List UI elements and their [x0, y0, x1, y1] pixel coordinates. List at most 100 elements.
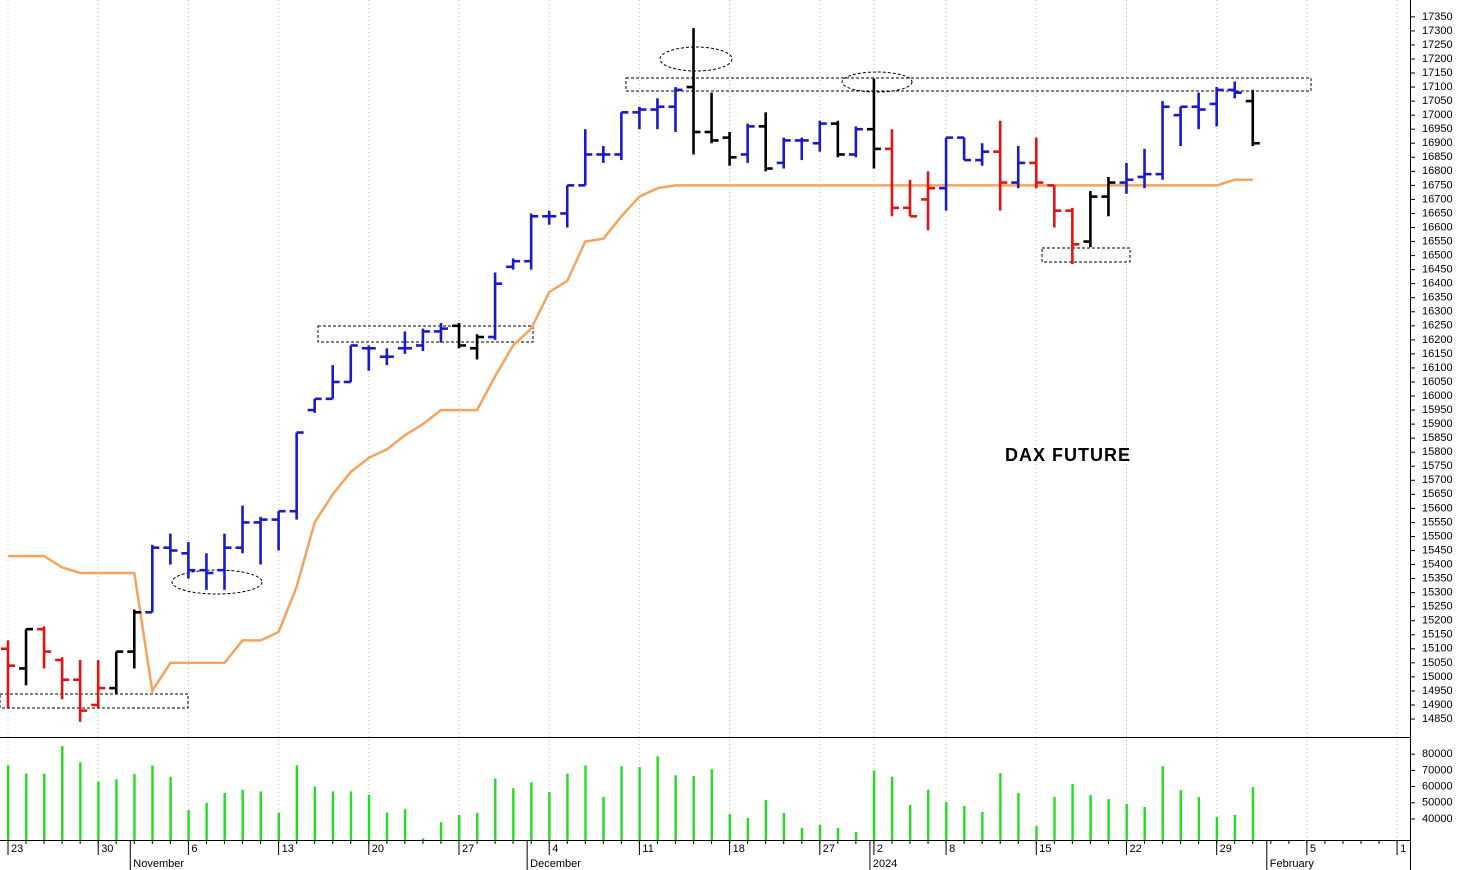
y-tick-label: 16900: [1422, 137, 1453, 149]
volume-bar: [349, 791, 353, 840]
volume-tick-label: 50000: [1422, 797, 1453, 809]
x-tick-label: 5: [1310, 843, 1316, 855]
volume-bar: [999, 773, 1002, 840]
dashed-ellipse: [171, 569, 263, 595]
y-tick-label: 15250: [1422, 601, 1453, 613]
x-tick-label: 11: [642, 843, 653, 855]
y-tick-label: 16050: [1422, 376, 1453, 388]
chart-title: DAX FUTURE: [1005, 445, 1131, 465]
y-tick-label: 16100: [1422, 362, 1453, 374]
volume-bar: [909, 805, 912, 840]
x-tick-label: 4: [552, 843, 558, 855]
y-tick-label: 15650: [1422, 488, 1453, 500]
y-tick-label: 16600: [1422, 221, 1453, 233]
volume-bar: [1035, 825, 1038, 840]
volume-bar: [439, 822, 443, 840]
y-tick-label: 14950: [1422, 685, 1453, 697]
y-tick-label: 15700: [1422, 474, 1453, 486]
volume-bar: [43, 773, 46, 840]
y-tick-label: 14900: [1422, 699, 1453, 711]
y-tick-label: 16550: [1422, 235, 1453, 247]
x-tick-label: 27: [823, 843, 835, 855]
volume-bar: [1143, 806, 1146, 840]
y-tick-label: 17200: [1422, 53, 1453, 65]
dashed-box: [0, 693, 189, 709]
volume-bar: [259, 791, 262, 840]
y-tick-label: 16400: [1422, 278, 1453, 290]
dashed-ellipse: [841, 71, 913, 93]
y-tick-label: 16950: [1422, 123, 1453, 135]
volume-bar: [61, 746, 64, 840]
volume-bar: [1233, 814, 1237, 840]
month-label: November: [133, 858, 184, 870]
volume-tick-label: 40000: [1422, 813, 1453, 825]
volume-bar: [1197, 797, 1201, 840]
y-tick-label: 16650: [1422, 207, 1453, 219]
volume-bar: [1251, 787, 1255, 840]
y-tick-label: 15050: [1422, 657, 1453, 669]
x-tick-label: 23: [11, 843, 23, 855]
y-tick-label: 15950: [1422, 404, 1453, 416]
volume-bar: [241, 789, 244, 840]
y-tick-label: 15500: [1422, 530, 1453, 542]
y-tick-label: 15550: [1422, 516, 1453, 528]
y-tick-label: 17150: [1422, 67, 1453, 79]
y-tick-label: 17300: [1422, 25, 1453, 37]
volume-bar: [1053, 797, 1056, 840]
x-tick-label: 13: [282, 843, 294, 855]
volume-bar: [620, 766, 623, 840]
y-tick-label: 16800: [1422, 165, 1453, 177]
volume-bar: [638, 767, 641, 840]
y-tick-label: 15300: [1422, 587, 1453, 599]
volume-bar: [1089, 794, 1092, 840]
y-tick-label: 16500: [1422, 249, 1453, 261]
volume-bar: [331, 791, 335, 840]
volume-bar: [458, 814, 461, 840]
x-tick-label: 8: [949, 843, 955, 855]
volume-bar: [1017, 793, 1020, 840]
y-tick-label: 16850: [1422, 151, 1453, 163]
volume-bar: [205, 802, 208, 840]
x-tick-label: 27: [462, 843, 474, 855]
y-tick-label: 15900: [1422, 418, 1453, 430]
volume-bar: [530, 782, 533, 840]
y-tick-label: 16250: [1422, 320, 1453, 332]
volume-bar: [385, 812, 389, 840]
volume-bar: [854, 831, 858, 840]
volume-bar: [151, 765, 154, 840]
volume-bar: [945, 801, 948, 840]
volume-bar: [403, 809, 407, 840]
moving-average-line: [8, 178, 1253, 695]
volume-bar: [710, 769, 713, 840]
y-tick-label: 15450: [1422, 544, 1453, 556]
volume-bar: [584, 765, 587, 840]
volume-tick-label: 70000: [1422, 764, 1453, 776]
volume-bar: [602, 797, 605, 840]
y-tick-label: 15000: [1422, 671, 1453, 683]
month-label: December: [530, 858, 581, 870]
month-label: 2024: [873, 858, 897, 870]
volume-bar: [728, 814, 731, 840]
volume-bar: [836, 827, 840, 840]
y-tick-label: 15800: [1422, 446, 1453, 458]
volume-bar: [1107, 799, 1110, 840]
x-tick-label: 1: [1400, 843, 1406, 855]
volume-bar: [494, 778, 497, 840]
volume-bar: [295, 765, 299, 840]
volume-tick-label: 60000: [1422, 780, 1453, 792]
y-tick-label: 17100: [1422, 81, 1453, 93]
y-tick-label: 15150: [1422, 629, 1453, 641]
volume-bar: [818, 824, 822, 840]
volume-bar: [746, 817, 750, 840]
volume-bar: [674, 775, 677, 840]
dashed-box: [317, 325, 534, 343]
y-tick-label: 15100: [1422, 643, 1453, 655]
y-tick-label: 14850: [1422, 713, 1453, 725]
volume-bar: [169, 776, 172, 840]
month-label: February: [1270, 858, 1315, 870]
y-tick-label: 15350: [1422, 572, 1453, 584]
y-tick-label: 16750: [1422, 179, 1453, 191]
volume-bar: [1215, 817, 1219, 840]
volume-bar: [512, 788, 515, 840]
